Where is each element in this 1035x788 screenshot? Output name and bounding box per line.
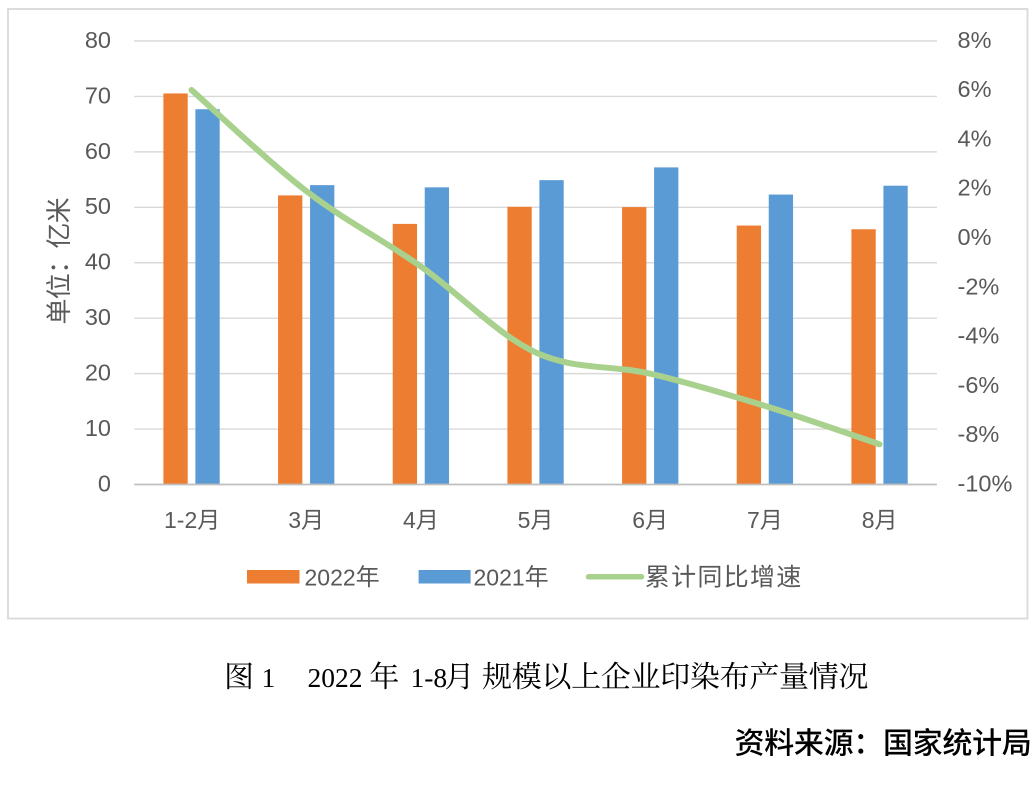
svg-text:-6%: -6% [958,372,1000,398]
svg-text:30: 30 [85,304,111,330]
svg-text:10: 10 [85,415,111,441]
svg-text:20: 20 [85,360,111,386]
svg-text:6%: 6% [958,76,992,102]
svg-text:2022: 2022 [308,662,363,693]
svg-text:0%: 0% [958,224,992,250]
svg-text:50: 50 [85,193,111,219]
svg-text:60: 60 [85,138,111,164]
svg-text:1-8: 1-8 [411,662,448,693]
svg-text:1-2: 1-2 [164,507,197,533]
svg-text:-10%: -10% [958,470,1013,496]
svg-text:80: 80 [85,27,111,53]
svg-text:5: 5 [518,507,531,533]
svg-text:-2%: -2% [958,273,1000,299]
svg-text:6: 6 [632,507,645,533]
svg-text:8%: 8% [958,27,992,53]
svg-text:4%: 4% [958,126,992,152]
svg-text:-8%: -8% [958,421,1000,447]
svg-text:0: 0 [98,470,111,496]
svg-text:3: 3 [288,507,301,533]
svg-text:2022: 2022 [305,564,356,590]
svg-text:8: 8 [862,507,875,533]
svg-text:1: 1 [262,662,276,693]
svg-text:4: 4 [403,507,416,533]
svg-text:40: 40 [85,249,111,275]
svg-text:7: 7 [747,507,760,533]
svg-text:2021: 2021 [474,564,525,590]
svg-text:-4%: -4% [958,323,1000,349]
svg-text:70: 70 [85,82,111,108]
svg-text:2%: 2% [958,175,992,201]
